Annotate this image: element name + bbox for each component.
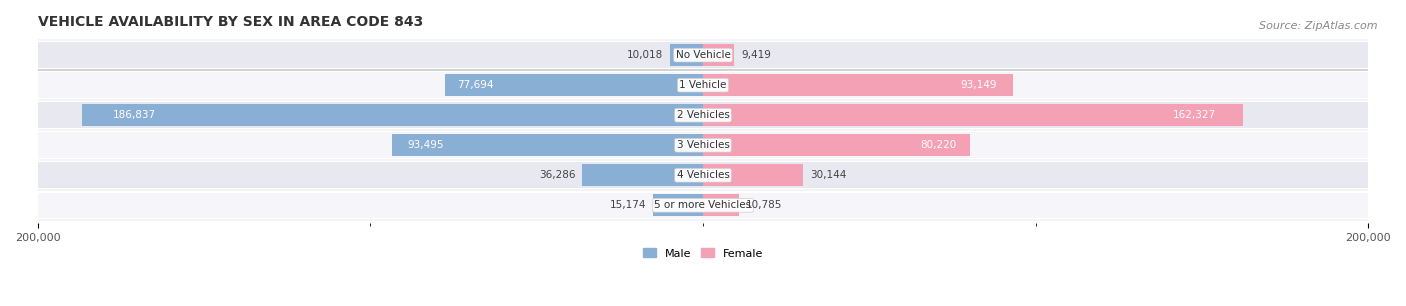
Bar [703, 104, 1243, 126]
Text: 2 Vehicles: 2 Vehicles [676, 110, 730, 120]
Bar [669, 44, 703, 66]
Text: 93,149: 93,149 [960, 80, 997, 90]
Bar [392, 134, 703, 156]
Bar [38, 132, 1368, 158]
Text: 5 or more Vehicles: 5 or more Vehicles [654, 200, 752, 210]
Bar [38, 162, 1368, 188]
Bar [703, 195, 740, 216]
Bar [38, 42, 1368, 68]
Text: 77,694: 77,694 [457, 80, 494, 90]
Text: 10,018: 10,018 [627, 50, 664, 60]
Text: VEHICLE AVAILABILITY BY SEX IN AREA CODE 843: VEHICLE AVAILABILITY BY SEX IN AREA CODE… [38, 15, 423, 29]
Bar [652, 195, 703, 216]
Text: 30,144: 30,144 [810, 170, 846, 180]
Bar [703, 44, 734, 66]
Bar [38, 73, 1368, 98]
Text: 1 Vehicle: 1 Vehicle [679, 80, 727, 90]
Bar [703, 164, 803, 186]
Text: 186,837: 186,837 [112, 110, 156, 120]
Text: 80,220: 80,220 [920, 140, 956, 150]
Bar [38, 192, 1368, 218]
Text: 162,327: 162,327 [1173, 110, 1216, 120]
Text: 15,174: 15,174 [609, 200, 645, 210]
Bar [444, 74, 703, 96]
Legend: Male, Female: Male, Female [643, 248, 763, 259]
Bar [82, 104, 703, 126]
Text: 93,495: 93,495 [408, 140, 444, 150]
Text: 3 Vehicles: 3 Vehicles [676, 140, 730, 150]
Text: Source: ZipAtlas.com: Source: ZipAtlas.com [1260, 21, 1378, 32]
Bar [703, 74, 1012, 96]
Text: No Vehicle: No Vehicle [675, 50, 731, 60]
Text: 9,419: 9,419 [741, 50, 770, 60]
Bar [582, 164, 703, 186]
Bar [703, 134, 970, 156]
Bar [38, 103, 1368, 128]
Text: 4 Vehicles: 4 Vehicles [676, 170, 730, 180]
Text: 36,286: 36,286 [538, 170, 575, 180]
Text: 10,785: 10,785 [745, 200, 782, 210]
